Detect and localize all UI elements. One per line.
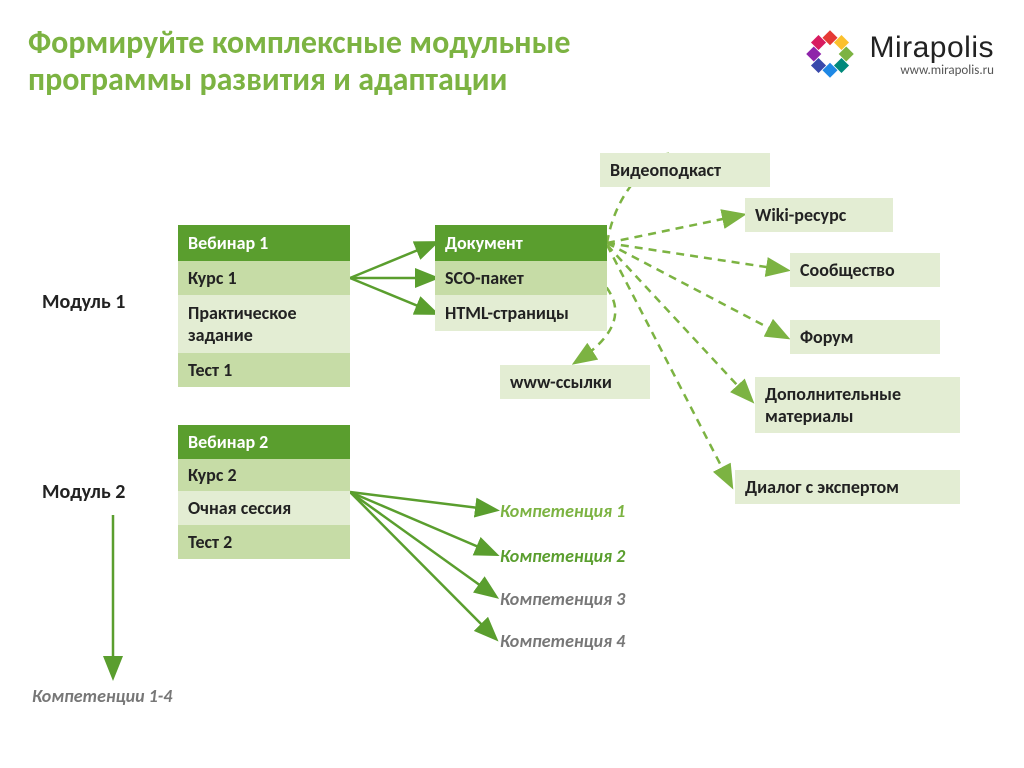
www-links-box: www-ссылки bbox=[500, 365, 650, 399]
right-box-5: Диалог с экспертом bbox=[735, 470, 960, 504]
center-row-2: HTML-страницы bbox=[435, 295, 607, 331]
module2-row-2: Очная сессия bbox=[178, 491, 350, 525]
competency-1: Компетенция 1 bbox=[500, 500, 625, 522]
module1-row-1: Курс 1 bbox=[178, 261, 350, 295]
arrow-solid-6 bbox=[350, 492, 495, 638]
right-box-2: Сообщество bbox=[790, 253, 940, 287]
competency-4: Компетенция 4 bbox=[500, 630, 625, 652]
right-box-1: Wiki-ресурс bbox=[745, 198, 893, 232]
page-title: Формируйте комплексные модульные програм… bbox=[28, 25, 588, 99]
competency-2: Компетенция 2 bbox=[500, 545, 625, 567]
module-1-label: Модуль 1 bbox=[42, 290, 125, 314]
module-2-label: Модуль 2 bbox=[42, 480, 125, 504]
arrow-solid-0 bbox=[350, 243, 435, 278]
right-box-0: Видеоподкаст bbox=[600, 153, 770, 187]
module1-row-0: Вебинар 1 bbox=[178, 225, 350, 261]
module2-row-1: Курс 2 bbox=[178, 459, 350, 491]
arrow-solid-3 bbox=[350, 492, 495, 510]
arrow-solid-4 bbox=[350, 492, 495, 554]
competencies-summary: Компетенции 1-4 bbox=[32, 685, 172, 707]
module1-row-2: Практическое задание bbox=[178, 295, 350, 353]
arrow-solid-5 bbox=[350, 492, 495, 596]
module2-row-0: Вебинар 2 bbox=[178, 425, 350, 459]
center-row-1: SCO-пакет bbox=[435, 261, 607, 295]
module1-row-3: Тест 1 bbox=[178, 353, 350, 387]
arrow-dashed-3 bbox=[607, 243, 786, 337]
right-box-4: Дополнительные материалы bbox=[755, 377, 960, 433]
competency-3: Компетенция 3 bbox=[500, 588, 625, 610]
arrow-dashed-1 bbox=[607, 215, 742, 243]
right-box-3: Форум bbox=[790, 320, 940, 354]
brand-name: Mirapolis bbox=[869, 31, 994, 65]
brand-block: Mirapoliswww.mirapolis.ru bbox=[801, 25, 994, 83]
brand-logo-icon bbox=[801, 25, 859, 83]
module2-row-3: Тест 2 bbox=[178, 525, 350, 559]
arrow-solid-2 bbox=[350, 278, 435, 313]
brand-url: www.mirapolis.ru bbox=[869, 63, 994, 78]
arrow-dashed-2 bbox=[607, 243, 786, 270]
center-row-0: Документ bbox=[435, 225, 607, 261]
